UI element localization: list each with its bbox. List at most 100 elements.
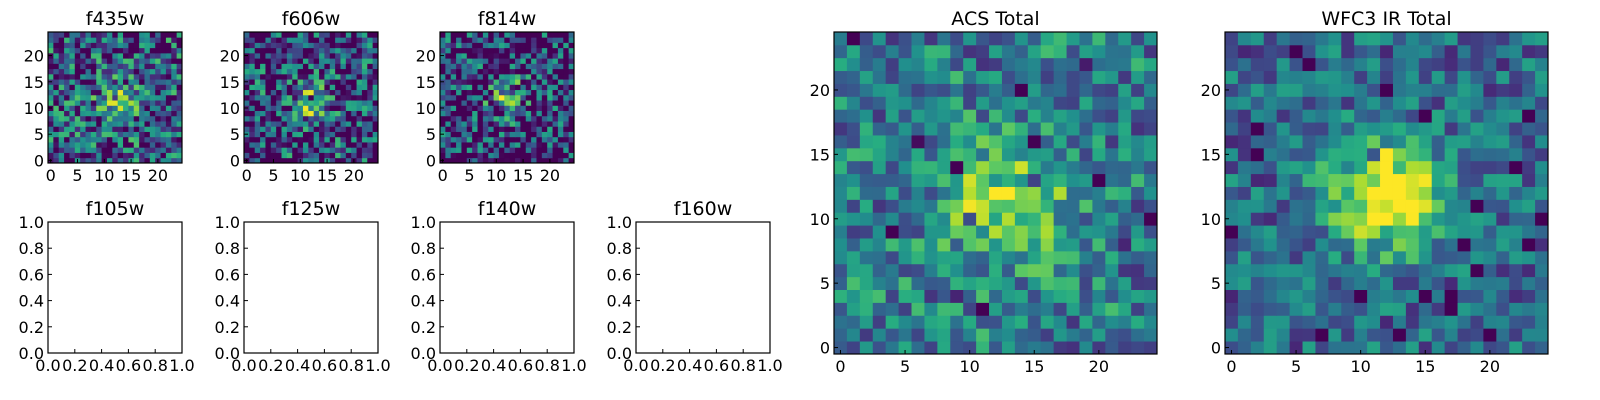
heatmap-cell — [1276, 250, 1290, 265]
heatmap-cell — [74, 52, 81, 59]
heatmap-cell — [112, 105, 119, 111]
heatmap-cell — [165, 142, 172, 148]
heatmap-cell — [1001, 32, 1016, 46]
heatmap-cell — [96, 32, 102, 38]
heatmap-cell — [520, 147, 527, 153]
heatmap-cell — [1341, 250, 1355, 265]
heatmap-cell — [329, 84, 336, 91]
heatmap-cell — [898, 328, 912, 342]
heatmap-cell — [1431, 44, 1446, 59]
heatmap-cell — [1496, 186, 1510, 200]
heatmap-cell — [361, 47, 368, 54]
heatmap-cell — [498, 131, 505, 138]
heatmap-cell — [80, 100, 86, 106]
heatmap-cell — [139, 68, 145, 75]
heatmap-cell — [80, 37, 86, 43]
heatmap-cell — [1066, 186, 1080, 200]
heatmap-cell — [155, 142, 161, 148]
heatmap-cell — [133, 110, 140, 117]
heatmap-cell — [74, 32, 81, 38]
heatmap-cell — [340, 63, 347, 70]
heatmap-cell — [950, 315, 964, 329]
heatmap-cell — [1509, 160, 1523, 175]
heatmap-cell — [963, 32, 977, 46]
heatmap-cell — [1470, 57, 1484, 72]
heatmap-cell — [568, 58, 575, 64]
heatmap-cell — [563, 126, 570, 132]
heatmap-cell — [1328, 238, 1342, 252]
heatmap-cell — [128, 100, 135, 106]
heatmap-cell — [563, 73, 570, 80]
heatmap-cell — [308, 32, 315, 38]
heatmap-cell — [1131, 315, 1145, 329]
heatmap-cell — [450, 121, 457, 127]
heatmap-cell — [536, 121, 543, 127]
heatmap-cell — [276, 32, 282, 38]
heatmap-cell — [1040, 276, 1055, 290]
heatmap-cell — [482, 152, 489, 159]
heatmap-cell — [1302, 238, 1316, 252]
heatmap-cell — [1040, 96, 1055, 110]
heatmap-cell — [64, 115, 70, 122]
heatmap-cell — [139, 157, 145, 164]
heatmap-cell — [1418, 109, 1433, 123]
heatmap-cell — [1444, 263, 1458, 278]
heatmap-cell — [144, 73, 151, 80]
heatmap-cell — [1066, 96, 1080, 110]
heatmap-cell — [1118, 341, 1132, 355]
heatmap-cell — [1014, 238, 1029, 252]
x-tick-label: 15 — [121, 166, 141, 185]
heatmap-cell — [1105, 289, 1119, 303]
heatmap-cell — [1276, 147, 1290, 162]
heatmap-cell — [319, 105, 325, 111]
heatmap-cell — [1237, 289, 1252, 303]
heatmap-cell — [1444, 341, 1458, 355]
heatmap-cell — [144, 89, 151, 96]
y-tick-label: 0.4 — [215, 292, 240, 311]
heatmap-cell — [1105, 44, 1119, 59]
heatmap-cell — [1263, 238, 1278, 252]
heatmap-cell — [345, 79, 352, 85]
heatmap-cell — [139, 126, 145, 132]
heatmap-cell — [1444, 173, 1458, 187]
heatmap-cell — [335, 110, 341, 117]
heatmap-cell — [1496, 160, 1510, 175]
heatmap-cell — [249, 126, 256, 132]
heatmap-cell — [313, 105, 320, 111]
heatmap-cell — [1341, 57, 1355, 72]
heatmap-cell — [498, 68, 505, 75]
heatmap-cell — [58, 68, 65, 75]
heatmap-cell — [96, 142, 102, 148]
heatmap-cell — [276, 147, 282, 153]
heatmap-cell — [563, 79, 570, 85]
heatmap-cell — [493, 89, 500, 96]
heatmap-cell — [85, 105, 92, 111]
heatmap-cell — [1341, 199, 1355, 213]
heatmap-cell — [450, 131, 457, 138]
heatmap-cell — [335, 32, 341, 38]
heatmap-cell — [456, 32, 462, 38]
heatmap-cell — [128, 47, 135, 54]
heatmap-cell — [504, 100, 511, 106]
heatmap-cell — [1483, 70, 1497, 84]
heatmap-cell — [1380, 147, 1394, 162]
heatmap-cell — [335, 157, 341, 164]
heatmap-cell — [456, 94, 462, 101]
heatmap-cell — [319, 100, 325, 106]
heatmap-cell — [1289, 160, 1303, 175]
heatmap-cell — [302, 32, 309, 38]
heatmap-cell — [276, 105, 282, 111]
heatmap-cell — [898, 32, 912, 46]
heatmap-cell — [351, 63, 357, 70]
heatmap-cell — [1040, 122, 1055, 136]
heatmap-cell — [286, 84, 293, 91]
heatmap-cell — [286, 152, 293, 159]
heatmap-cell — [1263, 289, 1278, 303]
heatmap-cell — [286, 115, 293, 122]
heatmap-cell — [552, 136, 559, 143]
heatmap-cell — [351, 37, 357, 43]
heatmap-cell — [547, 32, 553, 38]
heatmap-cell — [541, 84, 548, 91]
heatmap-cell — [265, 157, 272, 164]
heatmap-cell — [1457, 32, 1471, 46]
